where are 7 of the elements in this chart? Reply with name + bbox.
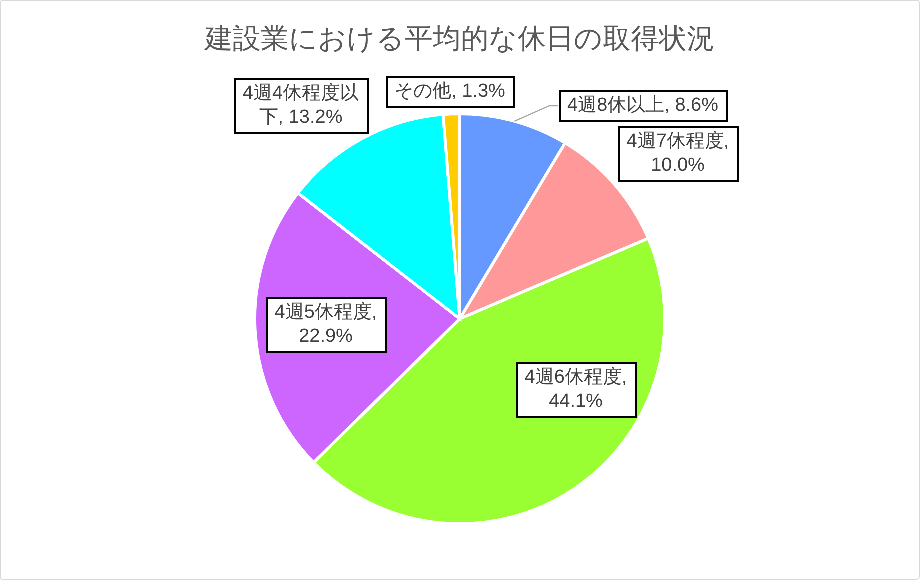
chart-title: 建設業における平均的な休日の取得状況 (204, 23, 716, 55)
slice-label: 4週6休程度, 44.1% (516, 362, 636, 418)
slice-label: 4週4休程度以下, 13.2% (234, 78, 368, 134)
slice-label: 4週7休程度, 10.0% (618, 126, 738, 182)
slice-label: その他, 1.3% (386, 76, 514, 108)
slice-label: 4週8休以上, 8.6% (558, 90, 728, 122)
slice-label: 4週5休程度, 22.9% (266, 297, 386, 353)
